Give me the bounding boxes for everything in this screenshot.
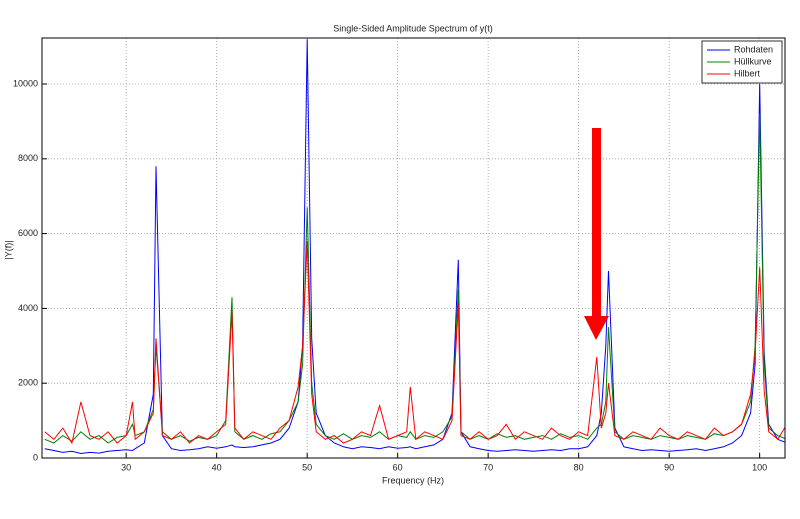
arrow-head	[584, 316, 609, 340]
y-tick-label: 2000	[18, 378, 38, 388]
chart-title: Single-Sided Amplitude Spectrum of y(t)	[333, 23, 493, 33]
x-tick-label: 40	[212, 462, 222, 472]
y-axis-label: |Y(f)|	[3, 240, 13, 259]
y-tick-label: 6000	[18, 228, 38, 238]
x-tick-label: 30	[121, 462, 131, 472]
ticks: 30 40 50 60 70 80 90 100 0 2000 4000 6000 8000 10000	[13, 78, 767, 472]
plot-frame	[41, 37, 786, 459]
annotation-arrow	[584, 128, 609, 340]
x-tick-label: 100	[752, 462, 767, 472]
series-line	[44, 39, 785, 455]
series-line	[44, 241, 785, 445]
x-tick-label: 50	[302, 462, 312, 472]
x-tick-label: 80	[574, 462, 584, 472]
x-tick-label: 70	[483, 462, 493, 472]
y-tick-label: 10000	[13, 78, 38, 88]
y-tick-label: 8000	[18, 153, 38, 163]
y-tick-label: 0	[33, 452, 38, 462]
legend: Rohdaten Hüllkurve Hilbert	[701, 40, 783, 84]
legend-label: Rohdaten	[734, 44, 773, 54]
legend-label: Hüllkurve	[734, 56, 772, 66]
legend-label: Hilbert	[734, 68, 761, 78]
x-axis-label: Frequency (Hz)	[382, 475, 444, 485]
arrow-shaft	[592, 128, 601, 318]
series-line	[44, 113, 785, 444]
plot-lines	[44, 39, 785, 455]
y-tick-label: 4000	[18, 303, 38, 313]
x-tick-label: 60	[393, 462, 403, 472]
x-tick-label: 90	[664, 462, 674, 472]
